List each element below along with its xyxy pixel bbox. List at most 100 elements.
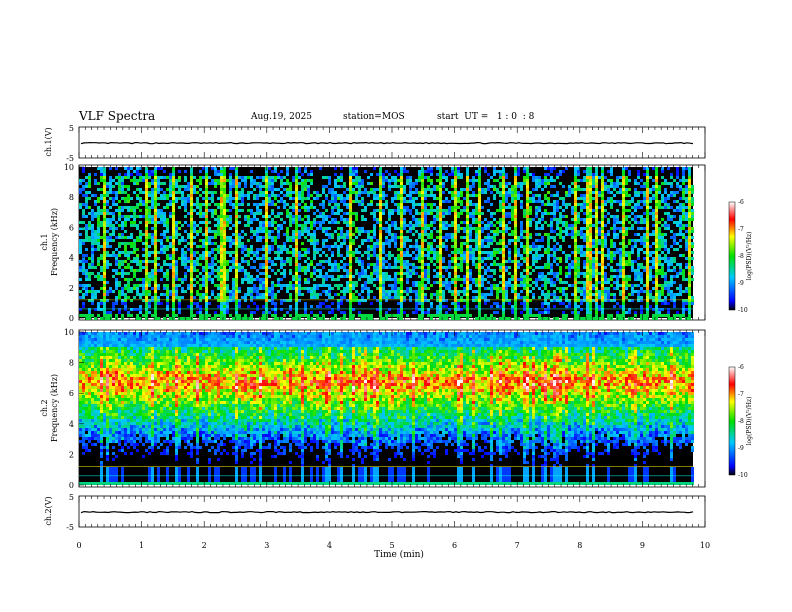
spectrogram-cell	[466, 311, 469, 314]
spectrogram-cell	[472, 257, 475, 260]
spectrogram-cell	[556, 317, 559, 320]
spectrogram-cell	[334, 212, 337, 215]
spectrogram-cell	[166, 272, 169, 275]
spectrogram-cell	[133, 257, 136, 260]
spectrogram-cell	[205, 209, 208, 212]
spectrogram-cell	[145, 170, 148, 173]
spectrogram-cell	[181, 200, 184, 203]
spectrogram-cell	[451, 194, 454, 197]
spectrogram-cell	[412, 182, 415, 185]
spectrogram-cell	[406, 272, 409, 275]
spectrogram-cell	[451, 245, 454, 248]
spectrogram-cell	[310, 290, 313, 293]
spectrogram-cell	[445, 239, 448, 242]
spectrogram-cell	[376, 239, 379, 242]
spectrogram-cell	[142, 233, 145, 236]
spectrogram-cell	[145, 227, 148, 230]
spectrogram-cell	[322, 251, 325, 254]
spectrogram-cell	[85, 239, 88, 242]
spectrogram-cell	[454, 257, 457, 260]
spectrogram-cell	[406, 170, 409, 173]
spectrogram-cell	[100, 317, 103, 320]
spectrogram-cell	[211, 272, 214, 275]
spectrogram-cell	[403, 224, 406, 227]
spectrogram-cell	[286, 236, 289, 239]
spectrogram-cell	[97, 260, 100, 263]
spectrogram-cell	[502, 176, 505, 179]
spectrogram-cell	[187, 233, 190, 236]
spectrogram-cell	[460, 194, 463, 197]
spectrogram-cell	[175, 260, 178, 263]
spectrogram-cell	[223, 233, 226, 236]
spectrogram-cell	[352, 317, 355, 320]
spectrogram-cell	[250, 299, 253, 302]
spectrogram-cell	[235, 299, 238, 302]
spectrogram-cell	[169, 290, 172, 293]
spectrogram-cell	[502, 203, 505, 206]
spectrogram-cell	[430, 284, 433, 287]
spectrogram-cell	[559, 197, 562, 200]
spectrogram-cell	[223, 239, 226, 242]
spectrogram-cell	[136, 197, 139, 200]
spectrogram-cell	[478, 176, 481, 179]
spectrogram-cell	[451, 317, 454, 320]
spectrogram-cell	[199, 230, 202, 233]
spectrogram-cell	[451, 209, 454, 212]
spectrogram-cell	[406, 182, 409, 185]
spectrogram-cell	[94, 239, 97, 242]
spectrogram-cell	[397, 185, 400, 188]
spectrogram-cell	[400, 206, 403, 209]
spectrogram-cell	[265, 260, 268, 263]
spectrogram-cell	[244, 254, 247, 257]
spectrogram-cell	[136, 317, 139, 320]
spectrogram-cell	[478, 179, 481, 182]
spectrogram-cell	[466, 215, 469, 218]
spectrogram-cell	[118, 251, 121, 254]
spectrogram-cell	[370, 302, 373, 305]
spectrogram-cell	[400, 242, 403, 245]
spectrogram-cell	[475, 305, 478, 308]
spectrogram-cell	[175, 290, 178, 293]
spectrogram-cell	[241, 209, 244, 212]
spectrogram-cell	[331, 275, 334, 278]
spectrogram-cell	[172, 176, 175, 179]
spectrogram-cell	[292, 176, 295, 179]
spectrogram-cell	[235, 284, 238, 287]
spectrogram-cell	[88, 227, 91, 230]
spectrogram-cell	[322, 275, 325, 278]
spectrogram-cell	[328, 263, 331, 266]
spectrogram-cell	[250, 317, 253, 320]
spectrogram-cell	[112, 275, 115, 278]
spectrogram-cell	[223, 194, 226, 197]
spectrogram-cell	[316, 221, 319, 224]
spectrogram-cell	[331, 266, 334, 269]
spectrogram-cell	[334, 173, 337, 176]
spectrogram-cell	[133, 170, 136, 173]
spectrogram-cell	[424, 218, 427, 221]
spectrogram-cell	[463, 299, 466, 302]
spectrogram-cell	[121, 182, 124, 185]
spectrogram-cell	[295, 182, 298, 185]
spectrogram-cell	[265, 245, 268, 248]
spectrogram-cell	[184, 290, 187, 293]
spectrogram-cell	[271, 212, 274, 215]
spectrogram-cell	[439, 167, 442, 170]
spectrogram-cell	[361, 275, 364, 278]
spectrogram-cell	[478, 311, 481, 314]
spectrogram-cell	[421, 281, 424, 284]
spectrogram-cell	[256, 251, 259, 254]
spectrogram-cell	[424, 275, 427, 278]
spectrogram-cell	[424, 284, 427, 287]
spectrogram-cell	[121, 224, 124, 227]
spectrogram-cell	[400, 194, 403, 197]
spectrogram-cell	[562, 287, 565, 290]
spectrogram-cell	[313, 287, 316, 290]
spectrogram-cell	[82, 284, 85, 287]
spectrogram-cell	[217, 182, 220, 185]
spectrogram-cell	[196, 197, 199, 200]
spectrogram-cell	[466, 263, 469, 266]
spectrogram-cell	[322, 230, 325, 233]
spectrogram-cell	[118, 218, 121, 221]
spectrogram-cell	[301, 194, 304, 197]
spectrogram-cell	[268, 311, 271, 314]
